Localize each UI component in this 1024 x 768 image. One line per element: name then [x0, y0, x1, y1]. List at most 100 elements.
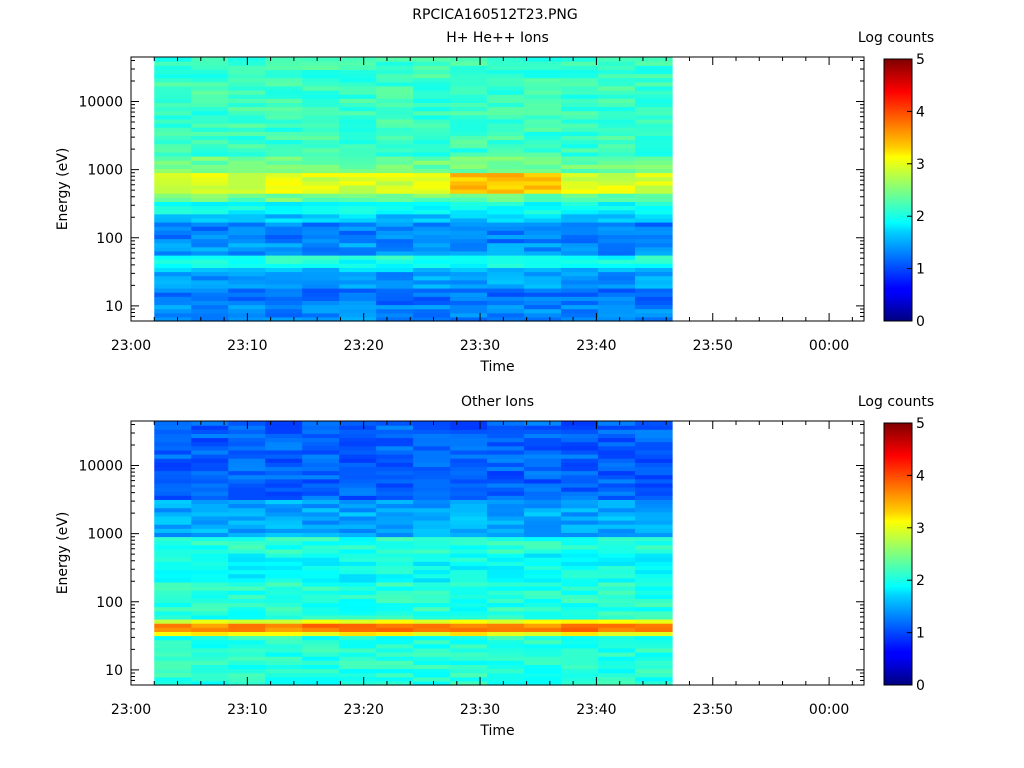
spectrogram-cell — [487, 94, 525, 99]
spectrogram-cell — [302, 69, 340, 75]
spectrogram-cell — [191, 668, 229, 674]
spectrogram-cell — [265, 660, 303, 665]
spectrogram-cell — [302, 639, 340, 645]
spectrogram-cell — [265, 127, 303, 132]
spectrogram-cell — [339, 487, 377, 492]
spectrogram-cell — [487, 639, 525, 645]
spectrogram-cell — [524, 316, 562, 322]
spectrogram-cell — [376, 139, 414, 145]
spectrogram-cell — [524, 98, 562, 103]
spectrogram-cell — [524, 627, 562, 632]
spectrogram-cell — [191, 553, 229, 558]
spectrogram-cell — [339, 296, 377, 301]
spectrogram-cell — [265, 226, 303, 231]
spectrogram-cell — [154, 639, 192, 645]
spectrogram-cell — [450, 507, 488, 513]
colorbar-tick-label: 0 — [916, 678, 925, 694]
spectrogram-cell — [524, 65, 562, 70]
spectrogram-cell — [154, 520, 192, 525]
spectrogram-cell — [635, 300, 673, 306]
spectrogram-cell — [524, 668, 562, 674]
spectrogram-cell — [524, 421, 562, 426]
spectrogram-cell — [376, 127, 414, 132]
spectrogram-cell — [302, 429, 340, 434]
spectrogram-cell — [561, 499, 599, 505]
spectrogram-cell — [413, 127, 451, 132]
spectrogram-cell — [154, 271, 192, 277]
spectrogram-cell — [154, 441, 192, 447]
spectrogram-cell — [635, 275, 673, 281]
spectrogram-cell — [302, 160, 340, 165]
spectrogram-cell — [376, 85, 414, 91]
spectrogram-cell — [376, 238, 414, 244]
spectrogram-cell — [524, 114, 562, 120]
spectrogram-cell — [635, 168, 673, 174]
spectrogram-cell — [561, 135, 599, 141]
spectrogram-cell — [376, 222, 414, 227]
spectrogram-cell — [561, 69, 599, 75]
spectrogram-cell — [598, 487, 636, 492]
spectrogram-cell — [376, 499, 414, 505]
spectrogram-cell — [191, 474, 229, 480]
spectrogram-cell — [154, 643, 192, 649]
spectrogram-cell — [191, 425, 229, 430]
spectrogram-cell — [524, 131, 562, 136]
spectrogram-cell — [487, 421, 525, 426]
spectrogram-cell — [228, 143, 266, 149]
spectrogram-cell — [228, 242, 266, 248]
spectrogram-cell — [598, 296, 636, 301]
spectrogram-cell — [302, 316, 340, 322]
spectrogram-cell — [302, 300, 340, 306]
spectrogram-cell — [265, 193, 303, 198]
spectrogram-cell — [154, 222, 192, 227]
spectrogram-cell — [635, 139, 673, 145]
spectrogram-cell — [154, 511, 192, 517]
x-tick-label: 00:00 — [809, 702, 849, 718]
spectrogram-cell — [635, 127, 673, 132]
spectrogram-cell — [635, 643, 673, 649]
spectrogram-cell — [154, 631, 192, 637]
spectrogram-cell — [598, 230, 636, 235]
spectrogram-cell — [228, 647, 266, 653]
spectrogram-cell — [413, 172, 451, 178]
spectrogram-cell — [228, 90, 266, 95]
spectrogram-cell — [228, 565, 266, 571]
spectrogram-cell — [376, 515, 414, 521]
spectrogram-cell — [191, 449, 229, 455]
spectrogram-cell — [376, 528, 414, 533]
spectrogram-cell — [154, 263, 192, 268]
spectrogram-cell — [265, 234, 303, 240]
spectrogram-cell — [450, 676, 488, 682]
spectrogram-cell — [598, 131, 636, 136]
spectrogram-cell — [561, 623, 599, 628]
spectrogram-cell — [376, 680, 414, 686]
spectrogram-cell — [228, 466, 266, 472]
spectrogram-cell — [228, 77, 266, 83]
spectrogram-cell — [524, 135, 562, 141]
spectrogram-cell — [561, 627, 599, 632]
spectrogram-cell — [302, 312, 340, 318]
spectrogram-cell — [524, 511, 562, 517]
spectrogram-cell — [265, 94, 303, 99]
spectrogram-cell — [191, 213, 229, 219]
spectrogram-cell — [154, 85, 192, 91]
spectrogram-cell — [228, 205, 266, 211]
spectrogram-cell — [191, 520, 229, 525]
spectrogram-cell — [265, 680, 303, 686]
spectrogram-cell — [154, 77, 192, 83]
spectrogram-cell — [228, 201, 266, 207]
spectrogram-cell — [228, 429, 266, 434]
spectrogram-cell — [450, 581, 488, 587]
spectrogram-cell — [450, 466, 488, 472]
spectrogram-cell — [302, 57, 340, 62]
spectrogram-cell — [561, 581, 599, 587]
spectrogram-cell — [561, 495, 599, 500]
spectrogram-cell — [302, 437, 340, 443]
spectrogram-cell — [154, 57, 192, 62]
spectrogram-cell — [561, 565, 599, 571]
spectrogram-cell — [524, 664, 562, 670]
spectrogram-cell — [561, 230, 599, 235]
spectrogram-cell — [265, 250, 303, 256]
spectrogram-cell — [487, 110, 525, 116]
